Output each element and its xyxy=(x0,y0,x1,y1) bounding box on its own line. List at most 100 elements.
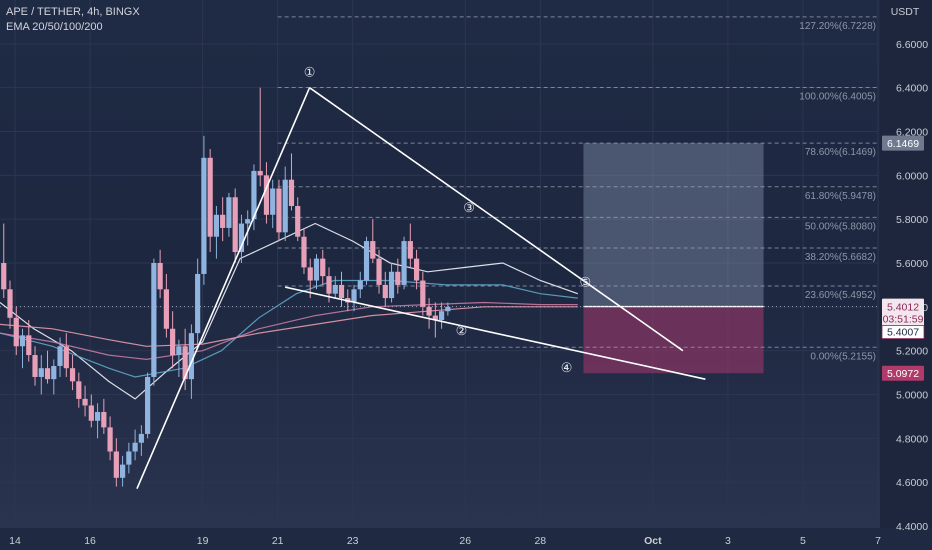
candle-body xyxy=(251,170,257,220)
wave-label: ② xyxy=(456,323,468,338)
candle-body xyxy=(351,289,357,303)
candle-body xyxy=(157,263,163,290)
mark-price-tag xyxy=(881,325,925,339)
candle-body xyxy=(138,433,144,443)
candle-body xyxy=(357,280,363,290)
candle-body xyxy=(63,346,69,369)
position-target-zone xyxy=(583,143,764,307)
time-tick-label: Oct xyxy=(644,535,662,547)
candle-body xyxy=(226,197,232,228)
price-tick-label: 5.8000 xyxy=(896,214,928,226)
price-tick-label: 5.0000 xyxy=(896,390,928,402)
candle-body xyxy=(201,157,207,274)
candle-body xyxy=(1,263,7,290)
price-tick-label: 6.4000 xyxy=(896,83,928,95)
time-tick-label: 16 xyxy=(84,535,96,547)
candle-body xyxy=(388,271,395,299)
fib-level-label: 61.80%(5.9478) xyxy=(805,191,876,202)
price-tick-label: 6.6000 xyxy=(896,39,928,51)
candle-body xyxy=(320,258,326,277)
ema-line xyxy=(0,301,578,361)
ema-line xyxy=(0,222,578,400)
candle-body xyxy=(51,366,57,380)
candle-body xyxy=(407,241,413,259)
price-axis-panel xyxy=(880,0,932,550)
time-tick-label: 19 xyxy=(197,535,209,547)
candle-body xyxy=(145,376,151,434)
candle-body xyxy=(38,368,44,377)
candle-body xyxy=(295,206,301,237)
wave-label: ① xyxy=(304,64,316,79)
candle-body xyxy=(26,335,32,356)
indicator-label[interactable]: EMA 20/50/100/200 xyxy=(6,21,103,33)
candle-body xyxy=(101,412,107,428)
candle-body xyxy=(401,241,407,285)
candle-body xyxy=(207,157,213,237)
candle-body xyxy=(107,427,113,452)
price-tick-label: 4.8000 xyxy=(896,433,928,445)
candle-body xyxy=(338,284,345,299)
bar-countdown: 03:51:59 xyxy=(883,314,924,326)
grid-layer xyxy=(0,0,879,527)
ema-layer xyxy=(0,222,578,400)
candle-body xyxy=(163,289,169,329)
candle-body xyxy=(326,276,332,294)
time-tick-label: 21 xyxy=(272,535,284,547)
candle-body xyxy=(376,258,382,285)
candle-body xyxy=(7,289,13,318)
fibonacci-layer: 127.20%(6.7228) 100.00%(6.4005) 78.60%(6.1… xyxy=(0,16,878,362)
candle-body xyxy=(282,179,288,233)
wave-label: ③ xyxy=(463,200,475,215)
candle-body xyxy=(188,333,194,380)
fib-level-label: 23.60%(5.4952) xyxy=(805,290,876,301)
fib-level-label: 100.00%(6.4005) xyxy=(799,92,876,103)
ema-line xyxy=(0,279,578,378)
time-tick-label: 7 xyxy=(875,535,881,547)
candle-body xyxy=(69,368,76,382)
fib-level-label: 0.00%(5.2155) xyxy=(810,351,876,362)
price-tick-label: 4.6000 xyxy=(896,477,928,489)
position-layer xyxy=(583,143,764,374)
ema-line xyxy=(0,306,578,347)
pattern-trendline xyxy=(309,87,684,352)
candle-body xyxy=(395,271,401,285)
candle-body xyxy=(363,241,370,281)
candle-body xyxy=(263,175,270,215)
candle-body xyxy=(332,284,338,294)
time-axis-panel xyxy=(0,528,932,550)
candle-body xyxy=(370,241,376,259)
time-tick-label: 5 xyxy=(800,535,806,547)
price-tag-background xyxy=(882,365,924,381)
time-tick-label: 14 xyxy=(9,535,21,547)
candle-body xyxy=(151,263,157,377)
candle-body xyxy=(382,284,388,299)
candle-body xyxy=(426,306,432,316)
candle-body xyxy=(44,368,51,380)
candle-body xyxy=(94,412,101,421)
price-tag-label: 5.0972 xyxy=(887,368,919,380)
candles-layer xyxy=(1,87,451,487)
candle-body xyxy=(438,311,445,320)
candle-body xyxy=(413,258,420,281)
price-tag-background xyxy=(882,135,924,151)
wave-label: ⑤ xyxy=(580,275,592,290)
candle-body xyxy=(126,451,132,465)
candle-body xyxy=(132,442,138,452)
candle-body xyxy=(301,236,307,268)
symbol-title[interactable]: APE / TETHER, 4h, BINGX xyxy=(6,6,140,18)
pattern-layer: ① ② ③ ④ ⑤ xyxy=(136,64,706,490)
candle-body xyxy=(57,346,63,367)
chart-legend: APE / TETHER, 4h, BINGX EMA 20/50/100/20… xyxy=(6,5,140,35)
candle-body xyxy=(288,179,295,207)
currency-label: USDT xyxy=(891,6,920,18)
candle-body xyxy=(119,464,126,478)
price-tick-label: 5.6000 xyxy=(896,258,928,270)
candle-body xyxy=(176,346,182,356)
time-tick-label: 26 xyxy=(459,535,471,547)
candle-body xyxy=(195,273,201,334)
candle-body xyxy=(32,355,38,377)
candle-body xyxy=(113,451,119,478)
